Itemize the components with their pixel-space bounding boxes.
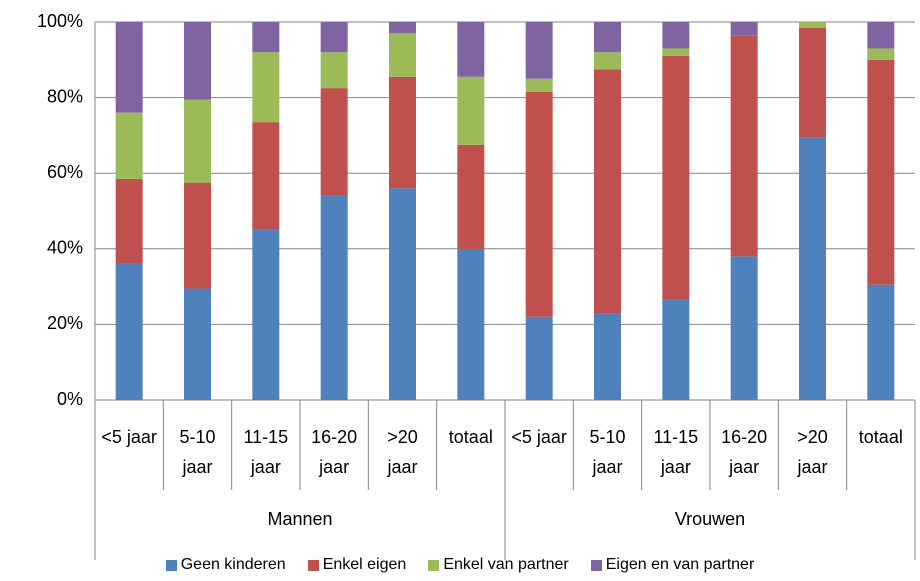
bar-segment	[594, 52, 621, 70]
bar-segment	[457, 144, 485, 249]
bar-segment	[730, 22, 758, 36]
bar-segment	[320, 52, 348, 89]
bar-segment	[252, 229, 280, 400]
bar-segment	[115, 22, 143, 113]
bar-segment	[115, 263, 143, 400]
bar-segment	[525, 22, 553, 79]
bar-segment	[799, 137, 826, 401]
x-tick-label: >20 jaar	[797, 427, 828, 477]
group-label: Vrouwen	[674, 509, 746, 529]
bar-segment	[457, 76, 485, 145]
bar-segment	[252, 122, 280, 230]
y-tick-label: 100%	[37, 11, 83, 31]
x-tick-label: 5-10 jaar	[179, 427, 216, 477]
bar-segment	[320, 195, 348, 400]
legend-item: Geen kinderen	[165, 556, 286, 574]
x-tick-label: totaal	[448, 427, 493, 447]
bar-segment	[662, 48, 690, 57]
bar-segment	[867, 22, 895, 49]
bar-segment	[799, 22, 826, 28]
y-tick-label: 40%	[47, 238, 83, 258]
bar-segment	[525, 78, 553, 92]
y-tick-label: 0%	[57, 389, 83, 409]
x-tick-label: 11-15 jaar	[653, 427, 699, 477]
bar-segment	[662, 22, 690, 49]
x-tick-label: 11-15 jaar	[243, 427, 289, 477]
bar-segment	[867, 48, 895, 60]
bar-segment	[320, 22, 348, 53]
bar-segment	[389, 188, 416, 400]
legend-label: Enkel eigen	[322, 556, 407, 573]
bar-segment	[730, 35, 758, 257]
bar-segment	[457, 248, 485, 400]
legend-label: Eigen en van partner	[605, 556, 755, 573]
bar-segment	[184, 22, 211, 100]
bar-segment	[115, 112, 143, 179]
legend-swatch	[165, 559, 177, 571]
bar-segment	[867, 284, 895, 400]
bar-segment	[389, 76, 416, 189]
legend-label: Enkel van partner	[443, 556, 569, 573]
bar-segment	[799, 27, 826, 138]
legend-label: Geen kinderen	[180, 556, 286, 573]
bar-segment	[662, 56, 690, 300]
legend-item: Enkel eigen	[307, 556, 407, 574]
bar-segment	[662, 299, 690, 400]
group-label: Mannen	[267, 509, 333, 529]
bar-segment	[525, 316, 553, 400]
bar-segment	[594, 313, 621, 400]
x-tick-label: <5 jaar	[511, 427, 567, 447]
legend: Geen kinderen Enkel eigen Enkel van partne…	[0, 556, 920, 574]
legend-swatch	[428, 559, 440, 571]
bar-segment	[594, 69, 621, 314]
x-tick-label: totaal	[858, 427, 903, 447]
bar-segment	[525, 91, 553, 317]
bar-segment	[389, 22, 416, 34]
legend-item: Eigen en van partner	[590, 556, 755, 574]
x-tick-label: <5 jaar	[101, 427, 157, 447]
x-tick-label: 5-10 jaar	[589, 427, 626, 477]
bar-segment	[457, 22, 485, 77]
bar-segment	[730, 256, 758, 400]
bar-segment	[252, 22, 280, 53]
bar-segment	[320, 88, 348, 196]
bar-segment	[184, 99, 211, 183]
legend-item: Enkel van partner	[428, 556, 569, 574]
x-tick-label: 16-20 jaar	[721, 427, 768, 477]
bar-segment	[184, 182, 211, 289]
bar-segment	[867, 59, 895, 285]
bar-segment	[115, 178, 143, 264]
legend-swatch	[590, 559, 602, 571]
y-tick-label: 60%	[47, 162, 83, 182]
bar-segment	[184, 288, 211, 400]
y-tick-label: 20%	[47, 313, 83, 333]
x-tick-label: >20 jaar	[387, 427, 418, 477]
x-tick-label: 16-20 jaar	[311, 427, 358, 477]
bar-segment	[594, 22, 621, 53]
y-tick-label: 80%	[47, 86, 83, 106]
bar-segment	[389, 33, 416, 77]
legend-swatch	[307, 559, 319, 571]
bar-segment	[252, 52, 280, 123]
